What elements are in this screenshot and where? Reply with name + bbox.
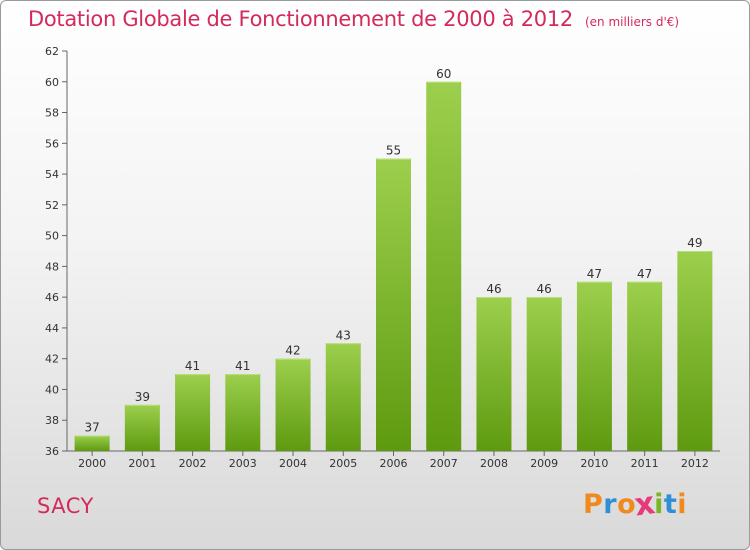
y-tick-label: 44: [45, 322, 59, 335]
commune-name: SACY: [37, 494, 94, 518]
proxiti-logo-letter: i: [654, 489, 664, 520]
y-tick-label: 54: [45, 168, 59, 181]
bar-value-label: 46: [486, 282, 501, 296]
bar-value-label: 47: [637, 267, 652, 281]
bar-2003: [225, 374, 261, 451]
y-tick-label: 48: [45, 260, 59, 273]
x-tick-label: 2008: [480, 457, 508, 470]
bar-2002: [175, 374, 211, 451]
chart-title-main: Dotation Globale de Fonctionnement de 20…: [28, 7, 573, 31]
bar-2004: [275, 358, 311, 451]
x-tick-label: 2000: [78, 457, 106, 470]
bar-value-label: 60: [436, 67, 451, 81]
bar-value-label: 49: [687, 236, 702, 250]
x-tick-label: 2001: [128, 457, 156, 470]
proxiti-logo-letter: i: [677, 489, 688, 520]
proxiti-logo-letter: P: [583, 489, 604, 520]
x-tick-label: 2007: [430, 457, 458, 470]
y-tick-label: 52: [45, 199, 59, 212]
bar-value-label: 37: [84, 421, 99, 435]
bar-2011: [627, 281, 663, 451]
bar-2006: [376, 158, 411, 451]
x-tick-label: 2006: [380, 457, 408, 470]
bar-value-label: 47: [587, 267, 602, 281]
proxiti-logo-letter: o: [617, 489, 637, 520]
y-tick-label: 46: [45, 291, 59, 304]
x-tick-label: 2005: [329, 457, 357, 470]
x-tick-label: 2003: [229, 457, 257, 470]
bar-value-label: 39: [135, 390, 150, 404]
bar-2010: [576, 281, 612, 451]
y-tick-label: 42: [45, 353, 59, 366]
x-tick-label: 2009: [530, 457, 558, 470]
bar-2012: [677, 251, 713, 451]
bar-value-label: 42: [285, 344, 300, 358]
proxiti-logo-letter: t: [663, 489, 678, 520]
y-tick-label: 38: [45, 414, 59, 427]
x-tick-label: 2002: [179, 457, 207, 470]
y-tick-label: 36: [45, 445, 59, 458]
y-tick-label: 62: [45, 45, 59, 58]
bar-2009: [526, 297, 562, 451]
bar-value-label: 46: [537, 282, 552, 296]
bar-value-label: 43: [336, 328, 351, 342]
y-tick-label: 60: [45, 76, 59, 89]
bar-value-label: 41: [185, 359, 200, 373]
y-tick-label: 40: [45, 383, 59, 396]
bar-value-label: 55: [386, 144, 401, 158]
y-tick-label: 58: [45, 107, 59, 120]
proxiti-logo-letter: r: [603, 489, 618, 520]
chart-title: Dotation Globale de Fonctionnement de 20…: [28, 7, 679, 31]
y-tick-label: 50: [45, 230, 59, 243]
x-tick-label: 2004: [279, 457, 307, 470]
bar-value-label: 41: [235, 359, 250, 373]
proxiti-logo: Proxiti: [583, 485, 688, 523]
bar-2008: [476, 297, 512, 451]
chart-title-unit: (en milliers d'€): [584, 15, 680, 29]
bar-2005: [325, 343, 361, 451]
bar-2007: [426, 81, 462, 452]
y-tick-label: 56: [45, 137, 59, 150]
bar-2000: [74, 435, 110, 451]
x-tick-label: 2012: [681, 457, 709, 470]
bar-2001: [124, 404, 160, 451]
x-tick-label: 2011: [631, 457, 659, 470]
x-tick-label: 2010: [580, 457, 608, 470]
